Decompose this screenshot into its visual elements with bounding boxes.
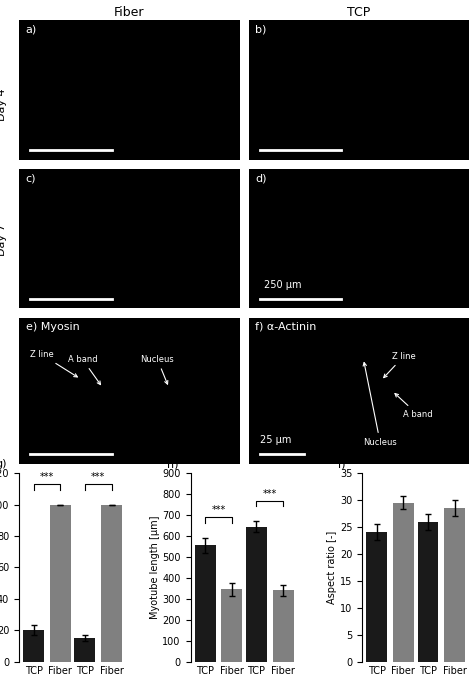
Bar [393, 503, 414, 662]
Bar [221, 589, 242, 662]
Text: a): a) [26, 24, 37, 34]
Text: ***: *** [91, 472, 105, 482]
Text: ***: *** [211, 506, 226, 516]
Bar [50, 505, 71, 662]
Bar [23, 630, 44, 662]
Bar [273, 591, 293, 662]
Text: ***: *** [40, 472, 54, 482]
Text: b): b) [255, 24, 266, 34]
Text: 250 μm: 250 μm [264, 280, 301, 290]
Bar [101, 505, 122, 662]
Title: Fiber: Fiber [114, 6, 145, 19]
Text: Z line: Z line [384, 352, 416, 377]
Bar [195, 545, 216, 662]
Text: Day 7: Day 7 [0, 223, 8, 256]
Text: Z line: Z line [30, 350, 77, 377]
Title: TCP: TCP [347, 6, 371, 19]
Text: i): i) [338, 460, 346, 469]
Text: f) α-Actinin: f) α-Actinin [255, 322, 317, 332]
Bar [418, 522, 438, 662]
Bar [366, 533, 387, 662]
Text: c): c) [26, 173, 36, 183]
Text: 25 μm: 25 μm [260, 435, 291, 445]
Text: Nucleus: Nucleus [363, 362, 397, 447]
Bar [74, 638, 95, 662]
Y-axis label: Aspect ratio [-]: Aspect ratio [-] [327, 531, 337, 604]
Text: A band: A band [395, 394, 433, 419]
Text: ***: *** [263, 489, 277, 499]
Text: d): d) [255, 173, 267, 183]
Text: h): h) [167, 460, 178, 469]
Text: g): g) [0, 460, 7, 469]
Bar [246, 526, 267, 662]
Text: e) Myosin: e) Myosin [26, 322, 79, 332]
Text: A band: A band [67, 354, 100, 385]
Y-axis label: Myotube length [μm]: Myotube length [μm] [149, 516, 160, 619]
Text: Day 4: Day 4 [0, 88, 8, 121]
Bar [444, 508, 465, 662]
Text: Nucleus: Nucleus [140, 354, 174, 384]
